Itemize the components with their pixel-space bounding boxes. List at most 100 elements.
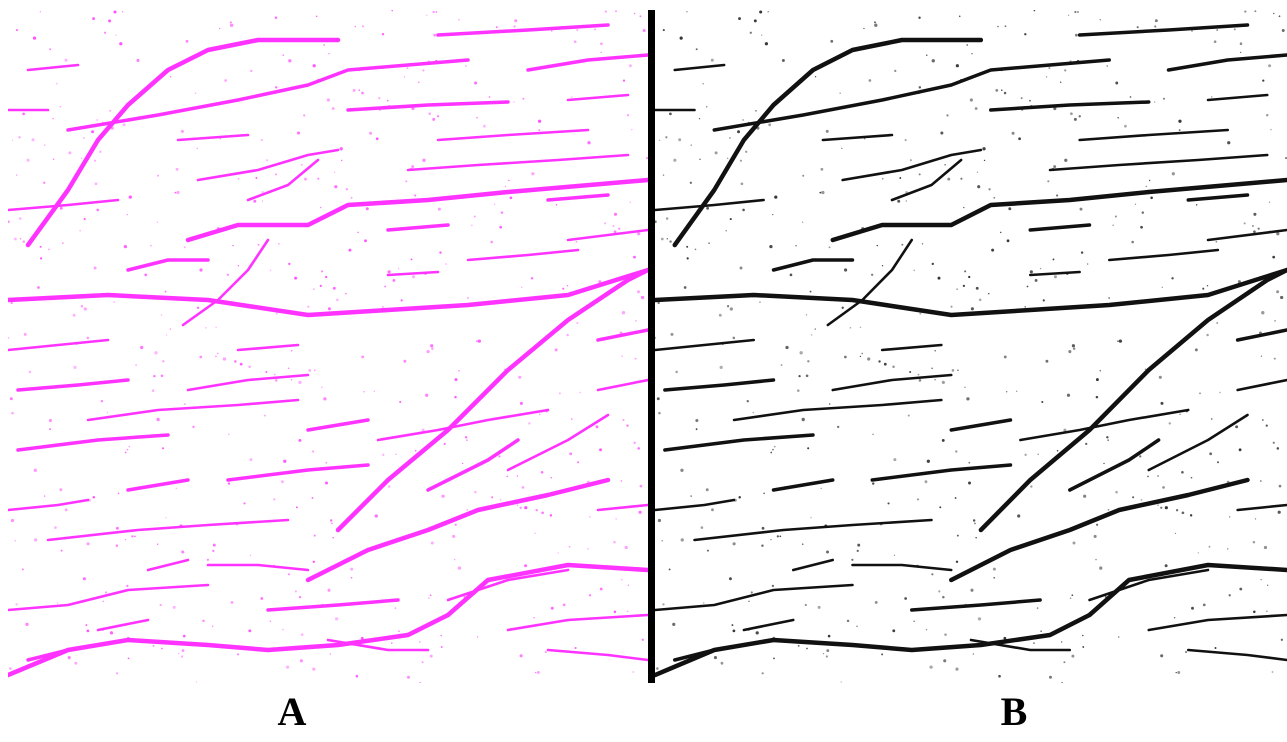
panel-b-speckle [1181, 471, 1184, 474]
panel-a-speckle [255, 177, 258, 179]
panel-b-speckle [821, 190, 825, 195]
panel-a-speckle [411, 165, 415, 169]
panel-b-speckle [1095, 523, 1099, 526]
panel-b-speckle [1266, 610, 1268, 613]
panel-a-speckle [115, 544, 119, 547]
panel-a-speckle [382, 306, 384, 308]
panel-a-speckle [491, 496, 494, 499]
panel-b-speckle [941, 438, 945, 442]
panel-a-speckle [441, 494, 445, 498]
panel-b-speckle [1185, 650, 1188, 654]
panel-b-speckle [678, 138, 682, 142]
panel-a-speckle [323, 397, 327, 401]
panel-a-speckle [421, 428, 425, 432]
panel-a-speckle [269, 620, 272, 623]
panel-b-speckle [749, 31, 752, 34]
panel-b-speckle [737, 130, 740, 134]
panel-a-speckle [594, 28, 597, 31]
panel-a-speckle [427, 60, 430, 63]
panel-a-speckle [248, 629, 252, 633]
panel-b-speckle [1158, 375, 1162, 379]
panel-a-speckle [124, 451, 127, 454]
panel-a-speckle [14, 539, 17, 542]
panel-b-speckle [974, 107, 978, 110]
panel-b-speckle [1039, 267, 1042, 270]
panel-a-speckle [109, 631, 114, 635]
panel-b-speckle [780, 639, 784, 642]
panel-b-speckle [982, 147, 986, 151]
panel-a-speckle [452, 534, 456, 538]
panel-a-speckle [429, 594, 432, 597]
panel-b-speckle [1076, 59, 1080, 63]
panel-a-speckle [345, 188, 348, 191]
panel-a-speckle [554, 348, 558, 352]
panel-a-terrace-line [346, 100, 510, 112]
panel-a-speckle [509, 196, 513, 200]
panel-a-speckle [540, 471, 544, 474]
panel-a-speckle [43, 144, 46, 146]
panel-b-speckle [955, 81, 959, 85]
panel-b-speckle [745, 150, 748, 153]
panel-b-speckle [1045, 105, 1048, 107]
panel-a-speckle [296, 131, 301, 135]
panel-a-speckle [83, 218, 86, 221]
panel-a-speckle [392, 278, 396, 282]
panel-b-speckle [1178, 129, 1181, 132]
panel-a-speckle [115, 34, 117, 36]
panel-a-speckle [183, 634, 186, 638]
panel-a-speckle [533, 616, 535, 619]
panel-b-speckle [1117, 340, 1119, 343]
panel-b-speckle [711, 508, 714, 512]
panel-a-speckle [248, 365, 251, 369]
panel-a-speckle [432, 10, 435, 14]
panel-b-speckle [954, 497, 957, 499]
panel-a-speckle [282, 54, 284, 56]
panel-b-speckle [852, 47, 856, 51]
panel-a-speckle [172, 605, 176, 609]
panel-b-speckle [1168, 422, 1171, 425]
panel-b-speckle [706, 206, 710, 210]
panel-b-speckle [894, 69, 897, 73]
panel-a-speckle [521, 286, 523, 288]
panel-a-speckle [443, 442, 446, 446]
panel-b-speckle [1160, 401, 1164, 405]
panel-b-speckle [1174, 532, 1177, 535]
panel-a-speckle [495, 26, 498, 29]
panel-b-speckle [797, 410, 800, 412]
panel-a-speckle [300, 633, 304, 637]
panel-a-speckle [430, 541, 434, 545]
panel-b-speckle [970, 307, 974, 311]
panel-b-speckle [1219, 391, 1221, 394]
panel-a-terrace-line [506, 413, 610, 472]
panel-b-speckle [844, 268, 848, 272]
panel-a-speckle [131, 535, 134, 538]
panel-b-speckle [680, 538, 684, 542]
panel-b-speckle [1238, 448, 1242, 452]
panel-b-speckle [950, 305, 953, 308]
panel-b-speckle [956, 288, 958, 290]
panel-b-speckle [826, 550, 829, 554]
panel-b-speckle [728, 577, 732, 581]
panel-b-speckle [998, 674, 1001, 678]
panel-b-speckle [940, 131, 944, 135]
panel-a-speckle [92, 495, 96, 499]
panel-a-terrace-line [8, 198, 120, 212]
panel-b-speckle [1056, 194, 1059, 197]
panel-b-speckle [1154, 25, 1157, 28]
panel-a-speckle [566, 333, 569, 337]
panel-a-speckle [557, 552, 559, 554]
panel-a-speckle [328, 52, 330, 55]
panel-a-speckle [82, 136, 85, 139]
panel-b-speckle [679, 36, 683, 40]
panel-a-speckle [458, 370, 460, 372]
panel-b-speckle [797, 644, 800, 647]
panel-b-speckle [1173, 616, 1176, 619]
panel-b-speckle [1024, 33, 1027, 36]
panel-b-speckle [656, 667, 659, 670]
panel-a-speckle [360, 419, 363, 422]
panel-a-speckle [312, 667, 316, 671]
panel-b-terrace-line [831, 373, 953, 392]
panel-b-speckle [1244, 10, 1247, 13]
panel-a-speckle [208, 47, 211, 51]
panel-b-speckle [689, 181, 692, 184]
